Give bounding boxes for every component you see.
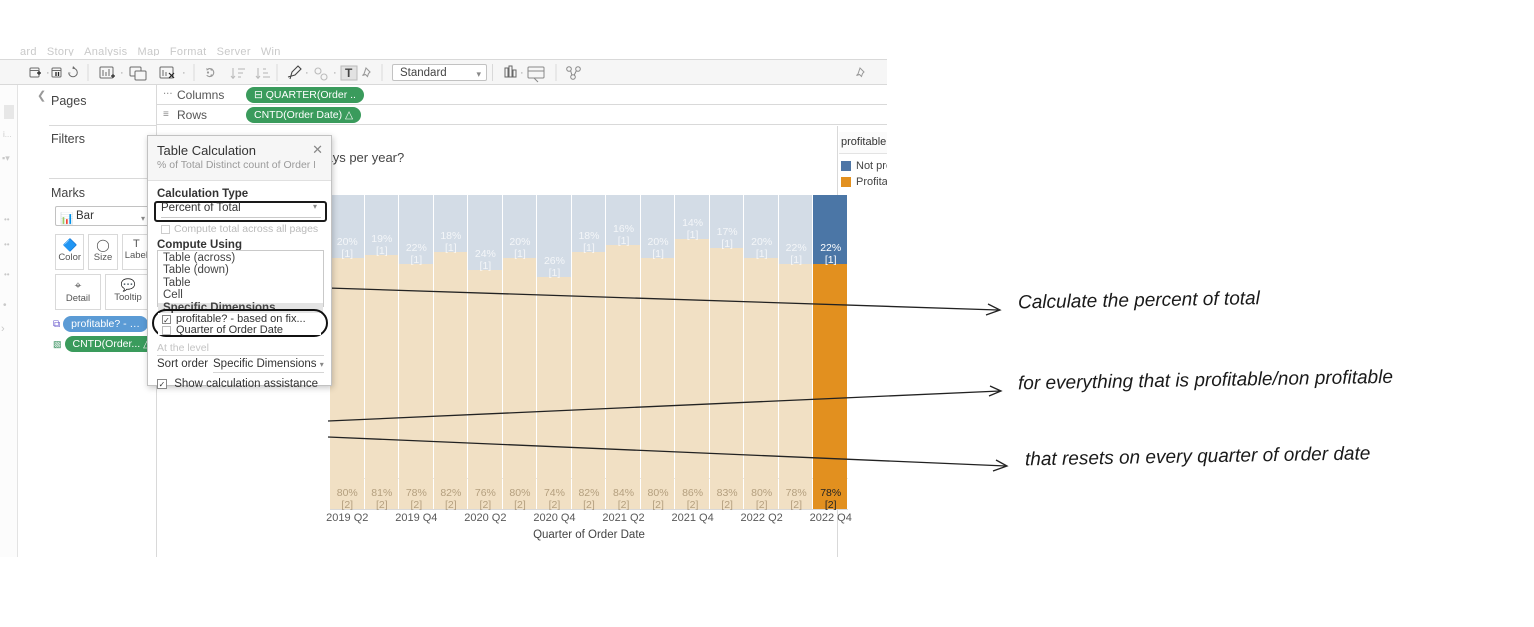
- svg-text:·: ·: [520, 67, 524, 79]
